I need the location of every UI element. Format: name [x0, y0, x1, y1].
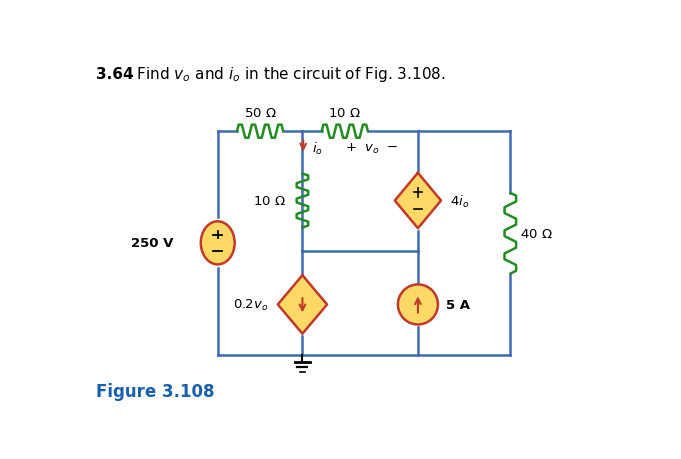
Text: 40 $\Omega$: 40 $\Omega$ — [520, 227, 552, 240]
Text: 10 $\Omega$: 10 $\Omega$ — [253, 195, 285, 207]
Text: $4i_o$: $4i_o$ — [450, 193, 470, 209]
Text: Figure 3.108: Figure 3.108 — [96, 383, 215, 401]
Circle shape — [398, 285, 438, 325]
Polygon shape — [278, 275, 327, 334]
Text: 10 $\Omega$: 10 $\Omega$ — [328, 106, 361, 120]
Text: 5 A: 5 A — [445, 298, 470, 311]
Ellipse shape — [201, 222, 235, 265]
Text: 50 $\Omega$: 50 $\Omega$ — [244, 106, 276, 120]
Text: 250 V: 250 V — [131, 237, 174, 250]
Polygon shape — [395, 174, 441, 229]
Text: 3.64: 3.64 — [96, 67, 133, 82]
Text: $0.2v_o$: $0.2v_o$ — [233, 297, 268, 312]
Text: $i_o$: $i_o$ — [313, 141, 323, 157]
Text: Find $v_o$ and $i_o$ in the circuit of Fig. 3.108.: Find $v_o$ and $i_o$ in the circuit of F… — [127, 65, 445, 84]
Text: $+$  $v_o$  $-$: $+$ $v_o$ $-$ — [345, 142, 398, 156]
